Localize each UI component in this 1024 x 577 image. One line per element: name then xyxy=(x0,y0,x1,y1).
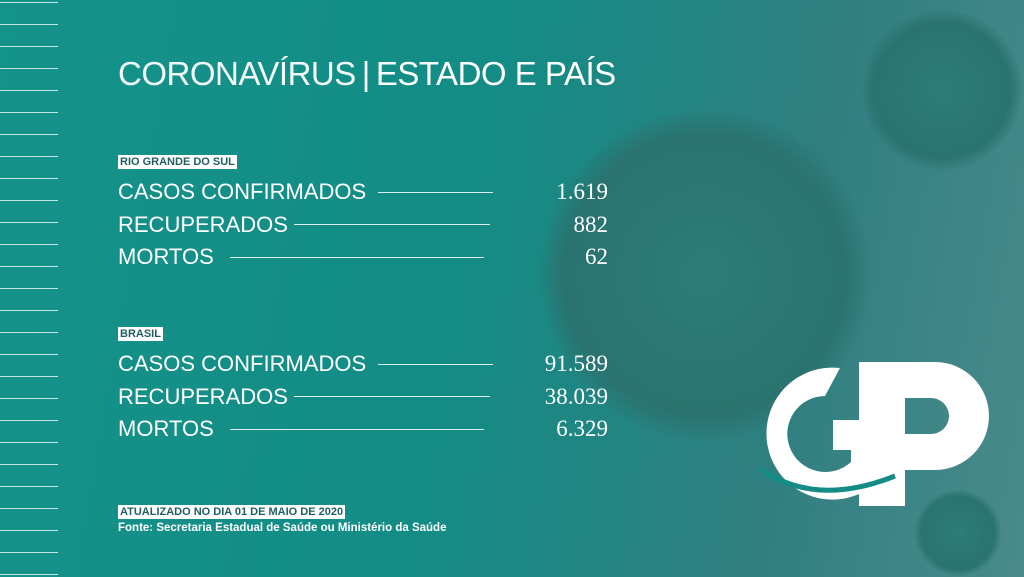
leader-line xyxy=(293,396,490,398)
tick-line xyxy=(0,464,58,465)
source-note: Fonte: Secretaria Estadual de Saúde ou M… xyxy=(118,522,447,534)
title-bold: ESTADO E PAÍS xyxy=(375,55,616,92)
tick-line xyxy=(0,420,58,421)
section-brasil: BRASIL CASOS CONFIRMADOS 91.589 RECUPERAD… xyxy=(118,324,608,446)
stat-row: MORTOS 6.329 xyxy=(118,413,608,446)
stat-value: 62 xyxy=(585,244,608,270)
title-light: CORONAVÍRUS xyxy=(118,55,356,92)
virus-illustration xyxy=(915,490,1001,576)
gp-logo xyxy=(757,362,989,506)
tick-line xyxy=(0,332,58,333)
decorative-tick-lines xyxy=(0,0,58,577)
tick-line xyxy=(0,244,58,245)
tick-line xyxy=(0,68,58,69)
tick-line xyxy=(0,442,58,443)
tick-line xyxy=(0,112,58,113)
leader-line xyxy=(378,191,494,193)
tick-line xyxy=(0,24,58,25)
tick-line xyxy=(0,552,58,553)
stat-row: RECUPERADOS 38.039 xyxy=(118,381,608,414)
section-rio-grande-do-sul: RIO GRANDE DO SUL CASOS CONFIRMADOS 1.619… xyxy=(118,152,608,274)
tick-line xyxy=(0,376,58,377)
stat-row: RECUPERADOS 882 xyxy=(118,209,608,242)
tick-line xyxy=(0,46,58,47)
stat-label: CASOS CONFIRMADOS xyxy=(118,351,367,377)
stat-label: MORTOS xyxy=(118,244,214,270)
virus-illustration xyxy=(862,10,1022,170)
tick-line xyxy=(0,200,58,201)
tick-line xyxy=(0,398,58,399)
tick-line xyxy=(0,288,58,289)
footer: ATUALIZADO NO DIA 01 DE MAIO DE 2020 Fon… xyxy=(118,502,446,534)
tick-line xyxy=(0,2,58,3)
tick-line xyxy=(0,310,58,311)
stat-label: MORTOS xyxy=(118,416,214,442)
tick-line xyxy=(0,508,58,509)
stat-value: 6.329 xyxy=(556,416,608,442)
stat-label: RECUPERADOS xyxy=(118,383,288,409)
tick-line xyxy=(0,574,58,575)
leader-line xyxy=(378,363,494,365)
tick-line xyxy=(0,266,58,267)
stat-row: CASOS CONFIRMADOS 91.589 xyxy=(118,348,608,381)
leader-line xyxy=(229,428,484,430)
tick-line xyxy=(0,178,58,179)
tick-line xyxy=(0,354,58,355)
section-heading: RIO GRANDE DO SUL xyxy=(118,155,237,169)
page-title: CORONAVÍRUS | ESTADO E PAÍS xyxy=(118,55,616,93)
leader-line xyxy=(229,256,484,258)
stat-row: CASOS CONFIRMADOS 1.619 xyxy=(118,176,608,209)
title-separator: | xyxy=(361,55,371,92)
stat-value: 91.589 xyxy=(544,351,608,377)
tick-line xyxy=(0,222,58,223)
stat-label: RECUPERADOS xyxy=(118,211,288,237)
stat-value: 882 xyxy=(573,211,609,237)
leader-line xyxy=(293,224,490,226)
tick-line xyxy=(0,486,58,487)
tick-line xyxy=(0,530,58,531)
tick-line xyxy=(0,134,58,135)
section-heading: BRASIL xyxy=(118,327,163,341)
tick-line xyxy=(0,90,58,91)
stat-row: MORTOS 62 xyxy=(118,241,608,274)
stat-value: 1.619 xyxy=(556,179,608,205)
tick-line xyxy=(0,156,58,157)
stat-value: 38.039 xyxy=(544,383,608,409)
updated-date: ATUALIZADO NO DIA 01 DE MAIO DE 2020 xyxy=(118,505,346,519)
stat-label: CASOS CONFIRMADOS xyxy=(118,179,367,205)
